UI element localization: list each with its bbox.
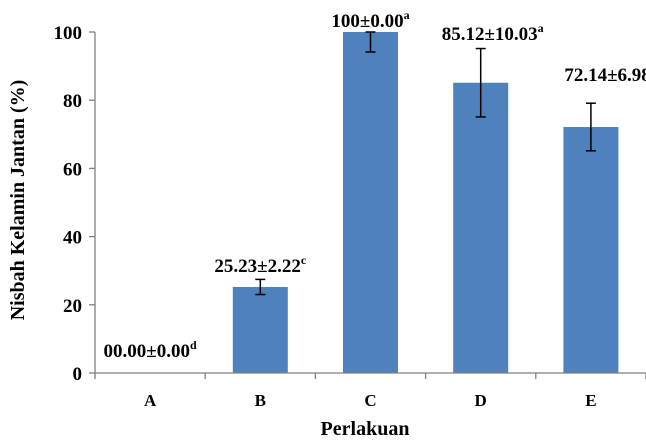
axes — [94, 32, 646, 374]
y-tick-label: 20 — [63, 296, 82, 317]
x-axis-ticks: A B C D E — [94, 373, 646, 410]
x-tick-label: E — [585, 391, 596, 410]
bar — [232, 286, 288, 373]
x-axis-title: Perlakuan — [321, 418, 410, 440]
data-label: 72.14±6.98b — [564, 62, 646, 86]
y-tick-label: 60 — [63, 159, 82, 180]
y-tick-label: 0 — [73, 364, 83, 385]
y-tick-label: 100 — [54, 23, 83, 44]
data-labels: 00.00±0.00d 25.23±2.22c 100±0.00a 85.12±10.… — [104, 8, 646, 362]
bar — [343, 32, 398, 373]
y-tick-label: 80 — [63, 91, 82, 112]
bars — [232, 32, 619, 374]
y-axis-title: Nisbah Kelamin Jantan (%) — [7, 80, 29, 321]
x-tick-label: D — [475, 391, 487, 410]
data-label: 100±0.00a — [331, 8, 409, 32]
y-tick-label: 40 — [63, 228, 82, 249]
y-axis-ticks: 0 20 40 60 80 100 — [54, 23, 95, 385]
error-bars — [255, 31, 596, 296]
x-tick-label: A — [144, 391, 157, 410]
bar — [563, 127, 619, 374]
x-tick-label: B — [255, 391, 266, 410]
data-label: 25.23±2.22c — [214, 253, 306, 277]
data-label: 85.12±10.03a — [442, 21, 544, 45]
data-label: 00.00±0.00d — [104, 338, 197, 362]
bar — [453, 82, 509, 374]
x-tick-label: C — [364, 391, 376, 410]
